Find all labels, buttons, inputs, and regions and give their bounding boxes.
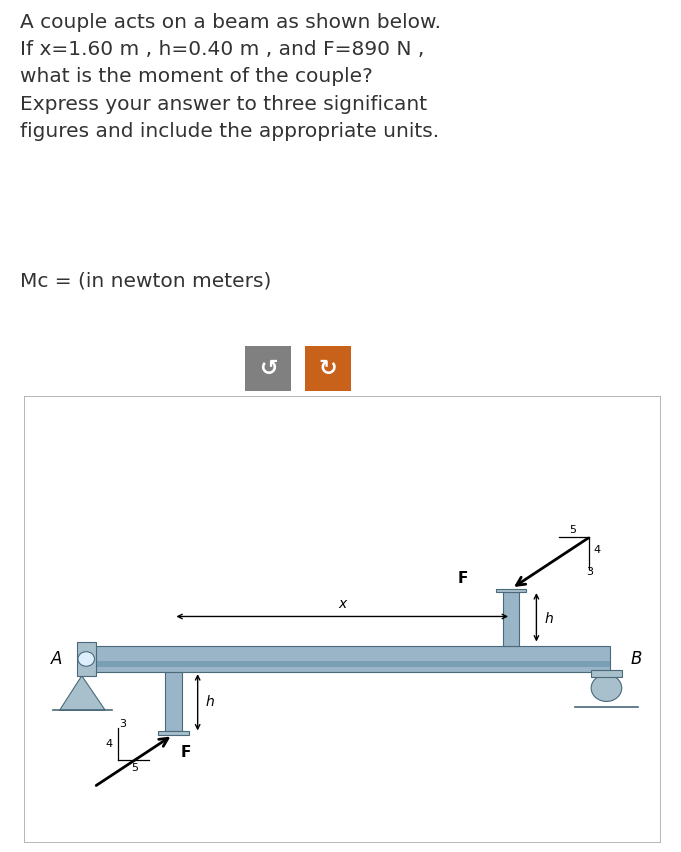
Text: F: F <box>180 745 191 760</box>
Bar <box>496 589 526 592</box>
Text: ↺: ↺ <box>259 359 277 379</box>
Bar <box>87 646 609 672</box>
Bar <box>503 592 519 646</box>
Polygon shape <box>59 676 106 711</box>
Bar <box>305 346 351 391</box>
Text: 5: 5 <box>131 763 138 773</box>
Circle shape <box>78 652 95 666</box>
Text: h: h <box>544 612 553 626</box>
Text: x: x <box>338 597 347 611</box>
Text: h: h <box>205 694 214 709</box>
Circle shape <box>591 675 622 701</box>
Bar <box>245 346 291 391</box>
Bar <box>87 661 609 667</box>
Text: 4: 4 <box>106 739 113 749</box>
Text: 4: 4 <box>593 545 601 556</box>
Text: A couple acts on a beam as shown below.
If x=1.60 m , h=0.40 m , and F=890 N ,
w: A couple acts on a beam as shown below. … <box>20 13 441 141</box>
Text: Mc = (in newton meters): Mc = (in newton meters) <box>20 272 272 291</box>
Text: 5: 5 <box>569 525 576 535</box>
Bar <box>165 672 182 731</box>
Bar <box>77 642 96 676</box>
Text: B: B <box>631 650 642 668</box>
Text: ↻: ↻ <box>319 359 337 379</box>
Bar <box>590 671 622 676</box>
Text: 3: 3 <box>120 719 127 729</box>
Text: 3: 3 <box>586 567 592 578</box>
Text: F: F <box>458 571 468 585</box>
Bar <box>158 730 189 735</box>
Text: A: A <box>51 650 63 668</box>
